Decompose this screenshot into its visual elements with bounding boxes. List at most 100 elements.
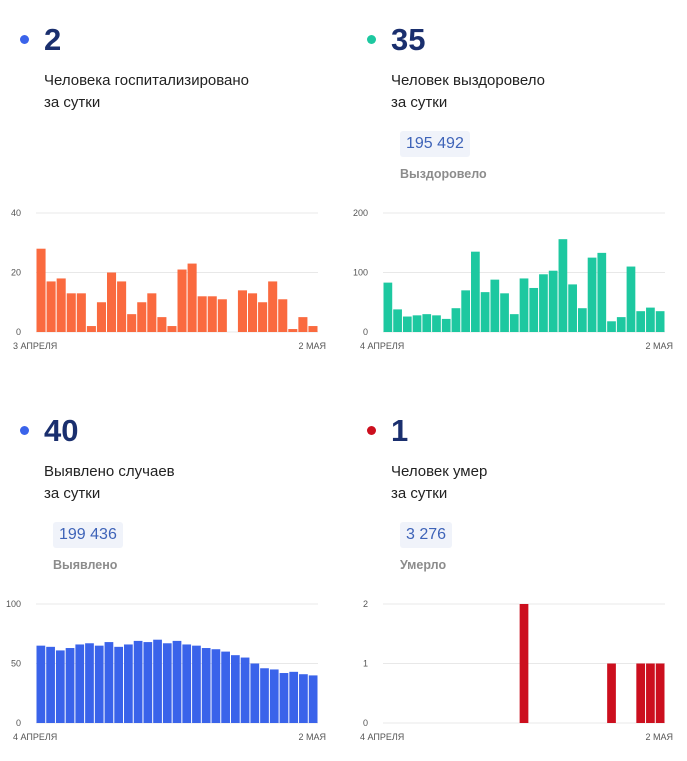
- bar: [96, 302, 106, 332]
- bar: [107, 272, 117, 332]
- bar: [55, 650, 65, 723]
- bar: [393, 309, 402, 332]
- panel-deaths: 1 Человек умер за сутки 3 276 Умерло 0 1 2…: [347, 391, 677, 761]
- bar: [597, 252, 607, 332]
- bar: [167, 326, 177, 332]
- bar: [75, 644, 85, 723]
- x-start-label: 4 АПРЕЛЯ: [13, 732, 57, 742]
- bar: [237, 290, 247, 332]
- hospitalized-desc-line2: за сутки: [44, 94, 101, 111]
- bar: [308, 675, 318, 723]
- bar: [269, 669, 279, 723]
- bar: [626, 266, 636, 332]
- bar: [258, 302, 268, 332]
- recovered-count: 35: [391, 22, 426, 57]
- bar: [240, 657, 250, 723]
- bar: [248, 293, 258, 332]
- bar: [65, 648, 75, 723]
- bar: [85, 643, 94, 723]
- y-tick-label: 100: [353, 268, 368, 278]
- bar: [308, 326, 318, 332]
- cases-count: 40: [44, 413, 79, 448]
- deaths-total: 3 276: [400, 522, 453, 548]
- bar: [480, 292, 490, 332]
- bar: [451, 308, 461, 332]
- bar: [104, 642, 114, 723]
- bar: [607, 321, 616, 332]
- dot-icon: [367, 426, 376, 435]
- bar: [268, 281, 278, 332]
- bar: [260, 668, 269, 723]
- bar: [519, 604, 529, 723]
- bar: [217, 299, 227, 332]
- y-tick-label: 100: [6, 599, 21, 609]
- bar: [207, 296, 217, 332]
- y-tick-label: 20: [11, 268, 21, 278]
- bar: [76, 293, 86, 332]
- bar: [636, 311, 646, 332]
- dot-icon: [20, 35, 29, 44]
- panel-cases: 40 Выявлено случаев за сутки 199 436 Выя…: [0, 391, 330, 761]
- bar: [177, 269, 187, 332]
- bar: [143, 642, 153, 723]
- bar: [36, 645, 46, 723]
- bar: [500, 293, 509, 332]
- bar: [230, 655, 240, 723]
- bar: [646, 663, 655, 723]
- bar: [201, 648, 211, 723]
- bar: [461, 290, 471, 332]
- bar: [383, 282, 393, 332]
- bar: [182, 644, 192, 723]
- x-end-label: 2 МАЯ: [645, 732, 673, 742]
- x-end-label: 2 МАЯ: [645, 341, 673, 351]
- deaths-desc-line2: за сутки: [391, 485, 448, 502]
- bar: [192, 645, 201, 723]
- cases-total: 199 436: [53, 522, 123, 548]
- bar: [548, 270, 558, 332]
- bar: [412, 315, 422, 332]
- bar: [558, 239, 568, 332]
- bar: [298, 317, 308, 332]
- bar: [299, 674, 308, 723]
- bar: [162, 643, 172, 723]
- bar: [529, 287, 539, 332]
- recovered-desc-line1: Человек выздоровело: [391, 72, 545, 89]
- bar: [422, 314, 432, 332]
- cases-total-label: Выявлено: [53, 558, 118, 572]
- dot-icon: [20, 426, 29, 435]
- bar: [278, 299, 288, 332]
- bar: [402, 316, 412, 332]
- bar: [655, 311, 665, 332]
- bar: [250, 663, 260, 723]
- y-tick-label: 1: [363, 659, 368, 669]
- bar: [432, 315, 441, 332]
- bar: [46, 646, 55, 723]
- bar: [133, 640, 143, 723]
- bar: [646, 307, 655, 332]
- bar: [197, 296, 207, 332]
- bar: [66, 293, 76, 332]
- hospitalized-count: 2: [44, 22, 62, 57]
- y-tick-label: 0: [16, 718, 21, 728]
- bar: [137, 302, 147, 332]
- recovered-chart: 0 100 200 4 АПРЕЛЯ 2 МАЯ: [353, 208, 673, 351]
- y-tick-label: 0: [363, 327, 368, 337]
- y-tick-label: 50: [11, 659, 21, 669]
- bar: [187, 263, 197, 332]
- recovered-desc-line2: за сутки: [391, 94, 448, 111]
- hospitalized-chart: 0 20 40 3 АПРЕЛЯ 2 МАЯ: [11, 208, 326, 351]
- bar: [539, 274, 548, 332]
- x-end-label: 2 МАЯ: [298, 732, 326, 742]
- bar: [568, 284, 577, 332]
- bar: [221, 651, 230, 723]
- y-tick-label: 0: [16, 327, 21, 337]
- recovered-total-label: Выздоровело: [400, 167, 487, 181]
- dot-icon: [367, 35, 376, 44]
- panel-hospitalized: 2 Человека госпитализировано за сутки 0 2…: [0, 0, 330, 370]
- x-start-label: 4 АПРЕЛЯ: [360, 732, 404, 742]
- bar: [587, 257, 597, 332]
- bar: [288, 329, 298, 332]
- deaths-total-label: Умерло: [400, 558, 447, 572]
- cases-desc-line2: за сутки: [44, 485, 101, 502]
- bar: [124, 644, 133, 723]
